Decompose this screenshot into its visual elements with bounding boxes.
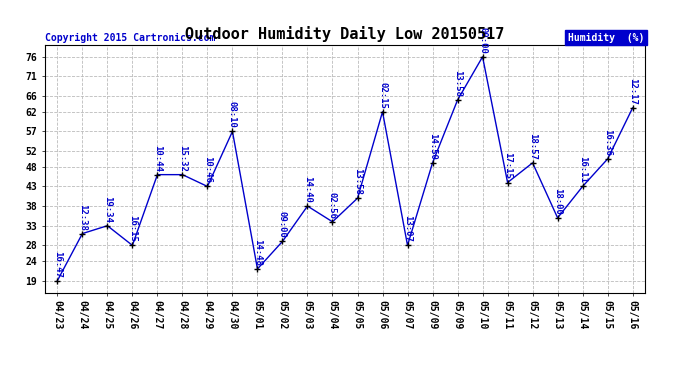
Text: 17:15: 17:15 [503, 153, 512, 179]
Text: 16:15: 16:15 [128, 215, 137, 242]
Text: 12:17: 12:17 [628, 78, 637, 105]
Text: 18:00: 18:00 [553, 188, 562, 215]
Text: 14:50: 14:50 [428, 133, 437, 160]
Text: 13:07: 13:07 [403, 215, 412, 242]
Text: 16:47: 16:47 [53, 251, 62, 278]
Text: 12:38: 12:38 [78, 204, 87, 230]
Text: Humidity  (%): Humidity (%) [568, 33, 644, 42]
Text: 13:58: 13:58 [353, 168, 362, 195]
Text: 19:34: 19:34 [103, 196, 112, 223]
Text: 09:00: 09:00 [278, 211, 287, 238]
Text: Copyright 2015 Cartronics.com: Copyright 2015 Cartronics.com [45, 33, 215, 42]
Text: 16:11: 16:11 [578, 156, 587, 183]
Text: 02:56: 02:56 [328, 192, 337, 219]
Text: 13:58: 13:58 [453, 70, 462, 97]
Text: 08:10: 08:10 [228, 101, 237, 128]
Text: 10:46: 10:46 [203, 156, 212, 183]
Title: Outdoor Humidity Daily Low 20150517: Outdoor Humidity Daily Low 20150517 [186, 27, 504, 42]
Text: 16:36: 16:36 [603, 129, 612, 156]
Text: 15:32: 15:32 [178, 145, 187, 171]
Text: 18:57: 18:57 [528, 133, 537, 160]
Text: 14:40: 14:40 [303, 176, 312, 203]
Text: 14:48: 14:48 [253, 239, 262, 266]
Text: 00:00: 00:00 [478, 27, 487, 54]
Text: 02:15: 02:15 [378, 82, 387, 109]
Text: 10:44: 10:44 [153, 145, 162, 171]
